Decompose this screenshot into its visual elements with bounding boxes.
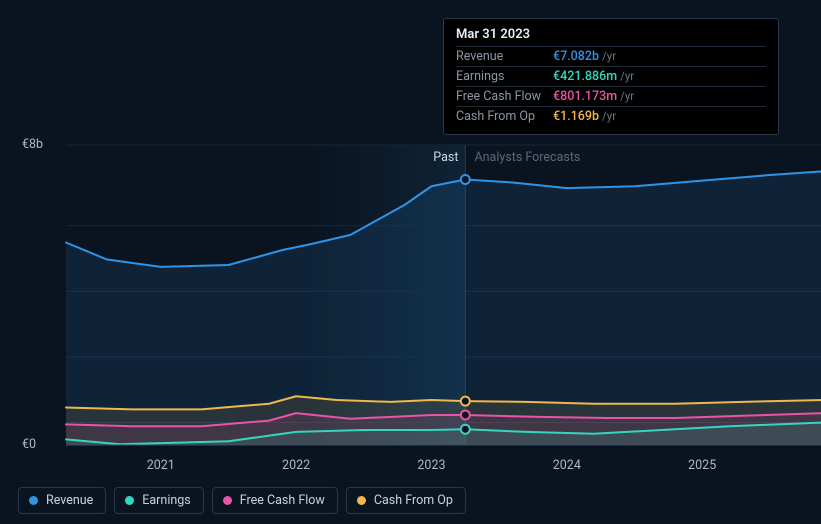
tooltip-row-label: Revenue (456, 48, 553, 65)
forecast-label: Analysts Forecasts (474, 150, 580, 165)
tooltip-row: Cash From Op€1.169b/yr (456, 106, 766, 126)
tooltip-row-value: €801.173m (553, 88, 617, 105)
past-forecast-labels: Past Analysts Forecasts (433, 150, 580, 165)
x-axis-label: 2021 (147, 458, 175, 473)
hover-tooltip: Mar 31 2023 Revenue€7.082b/yrEarnings€42… (443, 18, 779, 135)
tooltip-row-label: Cash From Op (456, 108, 553, 125)
tooltip-row-label: Earnings (456, 68, 553, 85)
tooltip-row: Free Cash Flow€801.173m/yr (456, 86, 766, 106)
legend-dot-icon (29, 496, 38, 505)
tooltip-row: Revenue€7.082b/yr (456, 46, 766, 66)
x-axis-label: 2025 (688, 458, 716, 473)
tooltip-row-unit: /yr (602, 108, 616, 125)
x-axis-label: 2024 (553, 458, 581, 473)
legend-label: Free Cash Flow (240, 493, 325, 508)
legend: Revenue Earnings Free Cash Flow Cash From O… (18, 487, 466, 514)
legend-item-earnings[interactable]: Earnings (114, 487, 203, 514)
tooltip-row-unit: /yr (620, 88, 634, 105)
legend-item-free-cash-flow[interactable]: Free Cash Flow (212, 487, 338, 514)
x-axis-label: 2023 (417, 458, 445, 473)
legend-label: Earnings (142, 493, 190, 508)
legend-item-cash-from-op[interactable]: Cash From Op (346, 487, 466, 514)
legend-dot-icon (223, 496, 232, 505)
tooltip-row-label: Free Cash Flow (456, 88, 553, 105)
tooltip-row-unit: /yr (602, 48, 616, 65)
x-axis-label: 2022 (282, 458, 310, 473)
tooltip-row-value: €1.169b (553, 108, 599, 125)
legend-item-revenue[interactable]: Revenue (18, 487, 106, 514)
tooltip-title: Mar 31 2023 (456, 27, 766, 42)
tooltip-row-unit: /yr (620, 68, 634, 85)
legend-dot-icon (357, 496, 366, 505)
tooltip-row-value: €421.886m (553, 68, 617, 85)
past-label: Past (433, 150, 458, 165)
y-axis-label: €8b (22, 137, 43, 152)
tooltip-row-value: €7.082b (553, 48, 599, 65)
y-axis-label: €0 (22, 437, 36, 452)
legend-dot-icon (125, 496, 134, 505)
legend-label: Revenue (46, 493, 93, 508)
tooltip-row: Earnings€421.886m/yr (456, 66, 766, 86)
legend-label: Cash From Op (374, 493, 453, 508)
